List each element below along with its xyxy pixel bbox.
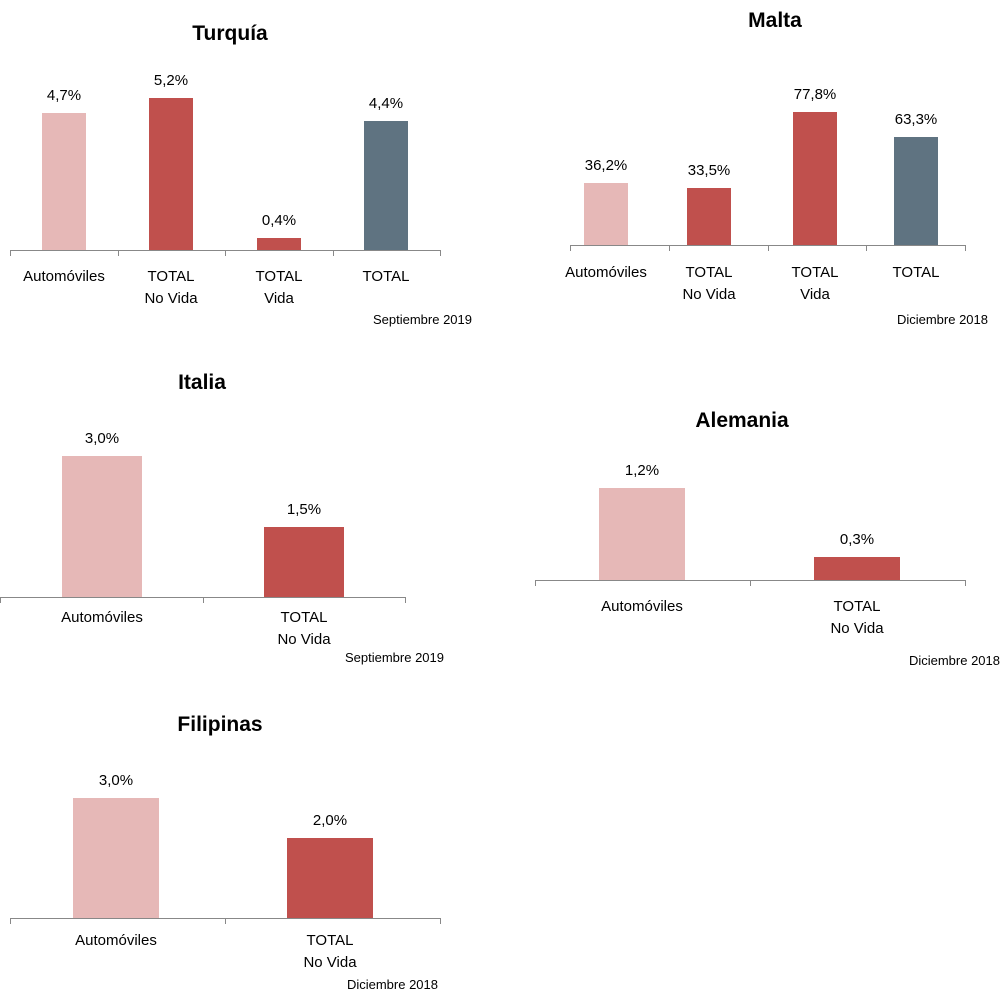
axis-tick: [202, 597, 204, 603]
bar: [814, 557, 900, 580]
category-label: TOTAL No Vida: [144, 268, 198, 307]
category-label: TOTAL No Vida: [303, 932, 357, 971]
bar: [42, 112, 86, 250]
chart-title: Filipinas: [177, 713, 263, 736]
axis-tick: [866, 245, 868, 251]
value-label: 4,4%: [368, 95, 404, 113]
value-label: 4,7%: [46, 86, 82, 104]
value-label: 1,2%: [624, 462, 660, 479]
value-label: 36,2%: [584, 157, 628, 175]
value-label: 33,5%: [687, 161, 731, 179]
value-label: 2,0%: [312, 812, 348, 829]
value-label: 0,4%: [261, 212, 297, 230]
axis-tick: [0, 597, 1, 603]
value-label: 5,2%: [153, 72, 189, 89]
category-label: Automóviles: [75, 932, 157, 949]
axis-tick: [440, 250, 441, 256]
category-label: Automóviles: [61, 609, 143, 626]
axis-tick: [750, 580, 751, 586]
date-note: Diciembre 2018: [908, 653, 1000, 668]
chart-title: Italia: [178, 371, 226, 394]
bar: [793, 112, 837, 245]
bar: [264, 526, 344, 597]
category-label: TOTAL: [362, 268, 410, 285]
category-label: Automóviles: [601, 598, 683, 615]
bar: [257, 238, 301, 250]
axis-tick: [10, 918, 11, 924]
date-note: Septiembre 2019: [372, 312, 472, 327]
bar: [287, 838, 373, 918]
date-note: Diciembre 2018: [346, 977, 438, 992]
bar: [73, 798, 159, 918]
axis-tick: [965, 580, 966, 586]
axis-tick: [440, 918, 441, 924]
bar: [364, 121, 408, 250]
chart-title: Alemania: [695, 409, 789, 432]
bar: [149, 98, 193, 250]
category-label: Automóviles: [565, 264, 647, 281]
value-label: 3,0%: [98, 772, 134, 789]
value-label: 63,3%: [894, 110, 938, 128]
date-note: Diciembre 2018: [896, 312, 988, 327]
category-label: TOTAL No Vida: [277, 609, 331, 648]
bar: [62, 456, 142, 597]
axis-tick: [332, 250, 334, 256]
axis-tick: [225, 250, 226, 256]
axis-tick: [570, 245, 571, 251]
chart-title: Turquía: [192, 22, 268, 45]
category-label: Automóviles: [23, 268, 105, 285]
axis-tick: [767, 245, 769, 251]
chart-title: Malta: [748, 9, 802, 32]
bar: [687, 187, 731, 245]
axis-tick: [405, 597, 406, 603]
category-label: TOTAL: [892, 264, 940, 281]
bar: [894, 136, 938, 245]
axis-tick: [10, 250, 11, 256]
bar: [599, 488, 685, 580]
axis-tick: [965, 245, 966, 251]
category-label: TOTAL Vida: [791, 264, 839, 303]
axis-tick: [225, 918, 226, 924]
axis-tick: [668, 245, 670, 251]
bar: [584, 183, 628, 245]
category-label: TOTAL No Vida: [682, 264, 736, 303]
value-label: 0,3%: [839, 531, 875, 548]
category-label: TOTAL Vida: [255, 268, 303, 307]
category-label: TOTAL No Vida: [830, 598, 884, 637]
value-label: 77,8%: [793, 86, 837, 103]
value-label: 3,0%: [84, 430, 120, 447]
value-label: 1,5%: [286, 500, 322, 518]
date-note: Septiembre 2019: [344, 650, 444, 665]
axis-tick: [117, 250, 119, 256]
axis-tick: [535, 580, 536, 586]
